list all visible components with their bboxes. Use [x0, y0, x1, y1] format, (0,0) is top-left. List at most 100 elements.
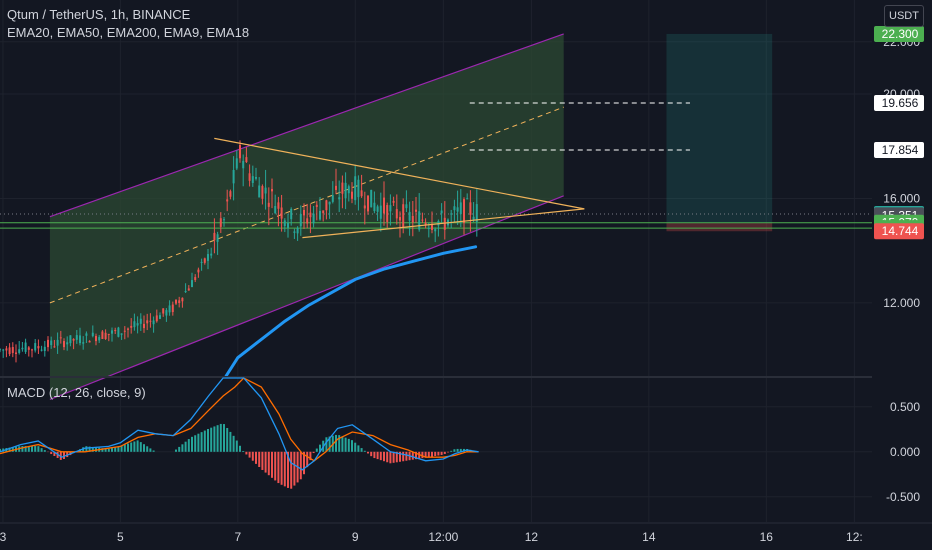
ema200-line: [224, 245, 478, 378]
candle-body: [133, 321, 136, 328]
candle-body: [31, 349, 33, 351]
candle-body: [392, 200, 395, 203]
candle-body: [408, 211, 411, 221]
triangle-pattern: [214, 137, 585, 239]
candle-body: [18, 349, 21, 353]
position-stop-zone[interactable]: [666, 222, 773, 232]
candle-body: [325, 200, 328, 211]
time-tick-label: 14: [642, 530, 656, 544]
candle-body: [223, 219, 225, 221]
candle-body: [194, 277, 197, 281]
candle-body: [303, 209, 305, 216]
candle-body: [367, 195, 369, 212]
candle-body: [63, 341, 65, 348]
candle-body: [175, 299, 177, 304]
candle-body: [287, 222, 289, 228]
time-tick-label: 3: [0, 530, 7, 544]
time-axis-background: [0, 523, 932, 550]
price-label-box[interactable]: [874, 25, 924, 42]
candle-body: [424, 222, 427, 226]
macd-line[interactable]: [0, 377, 479, 471]
candle-body: [162, 308, 165, 314]
candle-body: [136, 323, 139, 326]
candle-body: [239, 144, 241, 159]
candle-body: [235, 158, 238, 169]
candle-body: [232, 169, 235, 184]
indicator-list[interactable]: EMA20, EMA50, EMA200, EMA9, EMA18: [7, 25, 250, 40]
candle-body: [178, 300, 181, 304]
candle-body: [85, 333, 88, 336]
candle-body: [127, 328, 129, 330]
candle-body: [335, 185, 337, 190]
currency-button[interactable]: USDT: [884, 5, 924, 27]
candle-body: [331, 195, 334, 202]
triangle-lower-line[interactable]: [302, 208, 585, 239]
candle-body: [283, 220, 286, 227]
ema200-line[interactable]: [224, 245, 478, 378]
candle-body: [271, 188, 273, 192]
candle-body: [354, 176, 357, 201]
candle-body: [11, 347, 14, 353]
candle-body: [229, 191, 232, 197]
candle-body: [50, 340, 53, 346]
candle-body: [373, 202, 376, 212]
candle-body: [15, 352, 17, 354]
candle-body: [242, 160, 245, 169]
candle-body: [248, 173, 251, 181]
macd-pane: [0, 377, 479, 489]
candle-body: [261, 186, 264, 199]
candle-body: [299, 213, 302, 227]
candle-body: [418, 211, 421, 230]
price-label-box[interactable]: [874, 142, 924, 159]
candle-body: [351, 191, 353, 199]
candle-body: [210, 253, 213, 256]
candle-body: [181, 297, 184, 302]
candle-body: [149, 320, 152, 322]
candle-body: [415, 209, 417, 212]
candle-body: [104, 332, 107, 339]
triangle-upper-line[interactable]: [214, 137, 585, 210]
candle-body: [184, 290, 187, 293]
candle-body: [40, 349, 43, 351]
candle-body: [114, 330, 117, 332]
candle-body: [459, 202, 462, 215]
candle-body: [226, 199, 229, 202]
macd-title[interactable]: MACD (12, 26, close, 9): [7, 385, 146, 400]
macd-tick-label: 0.500: [890, 400, 920, 414]
price-label-box[interactable]: [874, 223, 924, 240]
candle-body: [143, 323, 145, 329]
candle-body: [456, 207, 459, 212]
candle-body: [344, 182, 347, 199]
candle-body: [293, 231, 296, 233]
candle-body: [386, 205, 389, 222]
price-label-box[interactable]: [874, 94, 924, 111]
candle-body: [379, 205, 382, 219]
candle-body: [431, 224, 433, 230]
candle-body: [255, 176, 257, 179]
candle-body: [389, 205, 392, 212]
candle-body: [159, 315, 161, 319]
candle-body: [139, 318, 142, 324]
candle-body: [245, 157, 248, 163]
macd-signal-line[interactable]: [0, 377, 479, 462]
time-tick-label: 5: [117, 530, 124, 544]
candle-body: [251, 176, 254, 183]
candle-body: [43, 346, 46, 352]
position-target-zone[interactable]: [666, 33, 773, 223]
price-tick-label: 16.000: [883, 191, 920, 205]
candle-body: [466, 198, 469, 200]
candle-body: [152, 320, 155, 325]
candle-body: [75, 335, 78, 340]
candle-body: [363, 205, 366, 209]
channel-lower-line[interactable]: [49, 195, 564, 401]
candle-body: [203, 258, 206, 263]
candle-body: [130, 325, 133, 328]
price-axis-background: [872, 0, 932, 550]
candle-body: [376, 206, 379, 212]
candles: [0, 140, 478, 363]
candle-body: [216, 234, 219, 242]
candle-body: [82, 342, 85, 344]
price-label-text: 22.300: [882, 27, 919, 41]
channel-upper-line[interactable]: [49, 33, 564, 218]
